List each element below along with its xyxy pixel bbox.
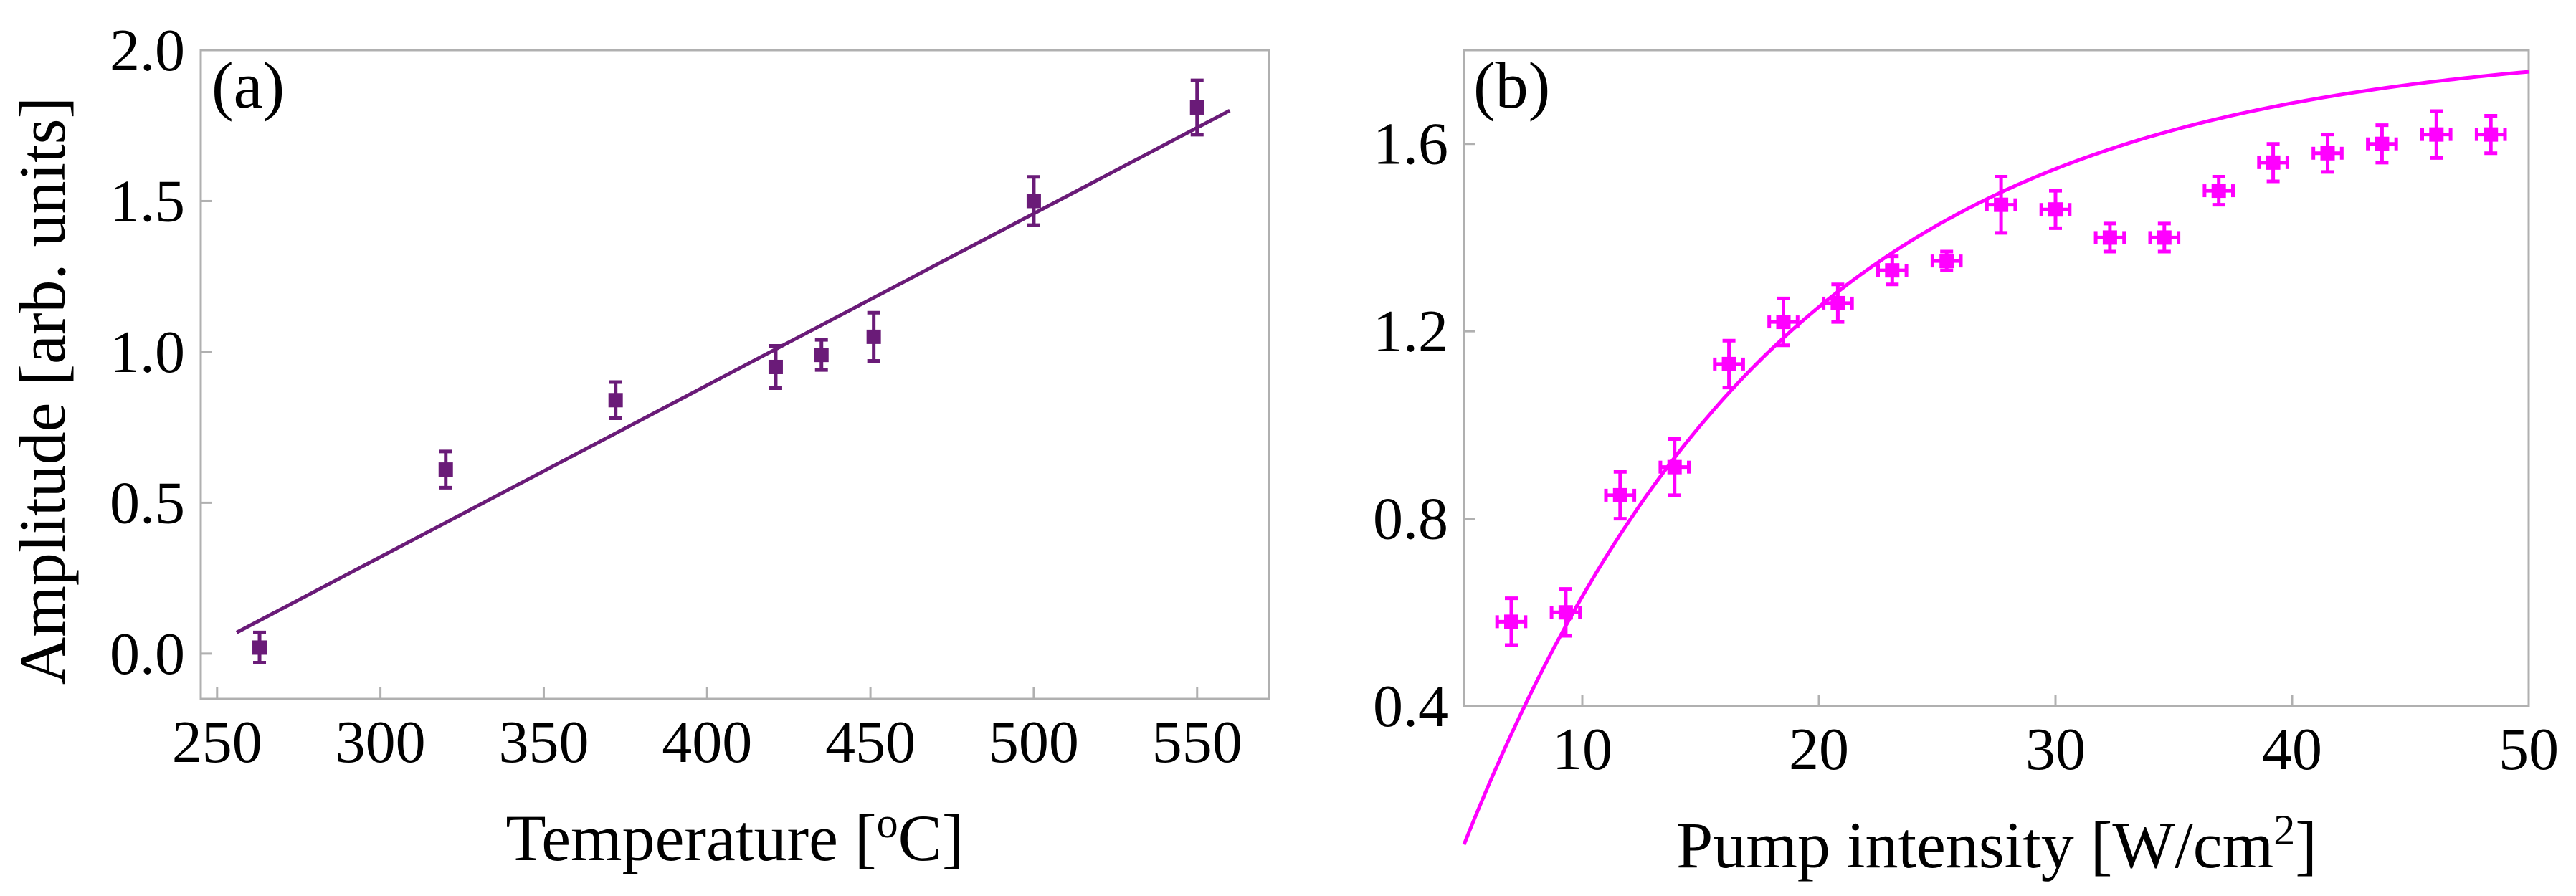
panel-a-ticks: 250 300 350 400 450 500 550 0.0 0.5 1.0 1.5 2.0 [110,17,1242,776]
panel-b-ytick-label-0: 0.4 [1373,673,1448,740]
panel-a-xtick-label-5: 500 [989,709,1079,776]
panel-b-ytick-label-2: 1.2 [1373,298,1448,365]
panel-a-xlabel: Temperature [oC] [505,799,964,874]
panel-b-point-10 [2039,189,2072,230]
panel-b-xtick-label-0: 10 [1552,716,1612,783]
panel-a-point-2 [608,380,623,421]
panel-b-point-7 [1876,254,1909,287]
panel-a-xtick-label-0: 250 [172,709,262,776]
panel-b-point-13 [2202,174,2235,207]
panel-a-ytick-label-1: 0.5 [110,470,185,536]
panel-b-xlabel-end: ] [2295,809,2317,882]
panel-b-label: (b) [1473,49,1550,122]
panel-a-point-7 [1189,78,1204,137]
panel-b-fit-line [1462,70,2529,846]
panel-b-point-4 [1713,338,1745,390]
panel-b-xtick-label-4: 50 [2499,716,2559,783]
panel-a: 250 300 350 400 450 500 550 0.0 0.5 1.0 1.5 2.0 (a)… [6,17,1270,874]
panel-a-points [252,78,1204,664]
panel-a-frame [199,49,1270,700]
panel-a-xtick-label-1: 300 [336,709,426,776]
panel-b-point-8 [1930,249,1963,272]
panel-a-xtick-label-6: 550 [1152,709,1242,776]
panel-a-point-4 [814,338,829,372]
panel-b-point-16 [2366,123,2398,165]
panel-b-frame [1463,49,2530,707]
panel-b-xlabel: Pump intensity [W/cm2] [1676,806,2317,882]
panel-a-xtick-label-3: 400 [662,709,752,776]
panel-b-xlabel-sup: 2 [2273,806,2295,854]
panel-a-fit [235,108,1231,634]
panel-b: 10 20 30 40 50 0.4 0.8 1.2 1.6 (b) Pump intensit… [1373,49,2559,882]
panel-b-fit [1462,70,2529,846]
panel-a-ytick-label-2: 1.0 [110,319,185,386]
panel-a-point-1 [438,449,453,490]
panel-b-point-15 [2311,133,2344,174]
panel-a-xtick-label-4: 450 [825,709,916,776]
panel-b-point-18 [2474,114,2507,156]
panel-a-xlabel-end: C] [898,801,964,874]
panel-b-ytick-label-3: 1.6 [1373,111,1448,178]
panel-b-xtick-label-1: 20 [1789,716,1849,783]
panel-a-point-6 [1026,175,1041,227]
panel-a-xtick-label-2: 350 [498,709,589,776]
panel-b-xlabel-main: Pump intensity [W/cm [1676,809,2273,882]
panel-b-point-11 [2093,221,2126,254]
panel-b-points [1495,109,2507,647]
panel-a-fit-line [235,108,1231,634]
panel-b-point-17 [2420,109,2453,160]
panel-b-xtick-label-3: 40 [2262,716,2322,783]
panel-b-point-5 [1767,296,1800,348]
panel-a-ytick-label-0: 0.0 [110,621,185,687]
panel-b-xtick-label-2: 30 [2025,716,2086,783]
panel-b-point-14 [2257,142,2289,184]
panel-a-ylabel: Amplitude [arb. units] [6,97,79,685]
panel-a-label: (a) [212,49,285,122]
panel-b-point-0 [1495,596,1528,647]
panel-a-ytick-label-4: 2.0 [110,17,185,84]
panel-a-point-5 [866,310,881,363]
panel-b-point-9 [1985,174,2017,235]
panel-b-point-6 [1822,282,1854,324]
panel-a-point-0 [252,630,267,664]
panel-a-xlabel-main: Temperature [ [505,801,876,874]
panel-b-ticks: 10 20 30 40 50 0.4 0.8 1.2 1.6 [1373,111,2559,783]
panel-b-ytick-label-1: 0.8 [1373,486,1448,553]
panel-a-ytick-label-3: 1.5 [110,168,185,234]
panel-b-point-1 [1549,587,1582,638]
panel-a-point-3 [768,344,783,390]
panel-b-point-12 [2148,221,2181,254]
panel-b-point-3 [1658,437,1691,497]
panel-b-point-2 [1604,470,1637,521]
panel-a-xlabel-sup: o [877,799,898,847]
